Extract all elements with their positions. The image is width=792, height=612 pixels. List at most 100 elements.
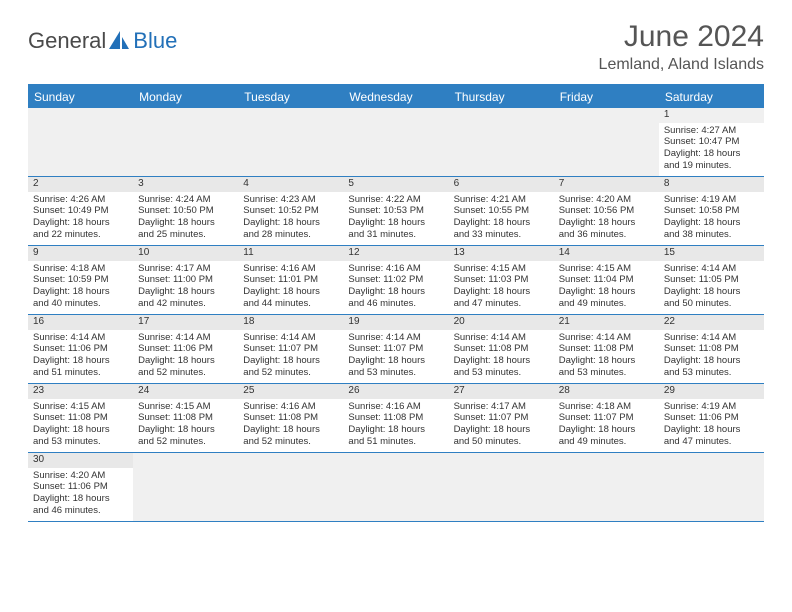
day-info-line: Sunrise: 4:14 AM bbox=[243, 332, 338, 344]
day-info-line: Daylight: 18 hours bbox=[138, 424, 233, 436]
day-cell: 6Sunrise: 4:21 AMSunset: 10:55 PMDayligh… bbox=[449, 177, 554, 245]
day-info-line: Sunrise: 4:14 AM bbox=[33, 332, 128, 344]
day-info-line: Sunset: 10:52 PM bbox=[243, 205, 338, 217]
day-number: 5 bbox=[343, 177, 448, 192]
day-number: 15 bbox=[659, 246, 764, 261]
day-info-line: Daylight: 18 hours bbox=[348, 286, 443, 298]
day-info-line: Sunset: 11:08 PM bbox=[664, 343, 759, 355]
day-info-line: and 53 minutes. bbox=[33, 436, 128, 448]
day-info-line: Sunset: 11:00 PM bbox=[138, 274, 233, 286]
day-cell: 12Sunrise: 4:16 AMSunset: 11:02 PMDaylig… bbox=[343, 246, 448, 314]
day-info-line: Sunset: 10:58 PM bbox=[664, 205, 759, 217]
day-info-line: Daylight: 18 hours bbox=[243, 217, 338, 229]
day-number: 22 bbox=[659, 315, 764, 330]
day-headers: Sunday Monday Tuesday Wednesday Thursday… bbox=[28, 86, 764, 108]
day-cell bbox=[28, 108, 133, 176]
day-number: 18 bbox=[238, 315, 343, 330]
day-header-thu: Thursday bbox=[449, 86, 554, 108]
week-row: 30Sunrise: 4:20 AMSunset: 11:06 PMDaylig… bbox=[28, 453, 764, 522]
day-number: 26 bbox=[343, 384, 448, 399]
day-header-tue: Tuesday bbox=[238, 86, 343, 108]
day-info-line: Daylight: 18 hours bbox=[33, 217, 128, 229]
day-info-line: Sunrise: 4:15 AM bbox=[138, 401, 233, 413]
day-info-line: Sunrise: 4:23 AM bbox=[243, 194, 338, 206]
day-cell: 4 Sunrise: 4:23 AMSunset: 10:52 PMDayligh… bbox=[238, 177, 343, 245]
day-info-line: and 44 minutes. bbox=[243, 298, 338, 310]
day-info-line: Sunset: 11:08 PM bbox=[138, 412, 233, 424]
day-info-line: Daylight: 18 hours bbox=[454, 217, 549, 229]
day-header-sat: Saturday bbox=[659, 86, 764, 108]
location: Lemland, Aland Islands bbox=[599, 56, 764, 74]
day-info-line: Daylight: 18 hours bbox=[138, 286, 233, 298]
day-info-line: and 36 minutes. bbox=[559, 229, 654, 241]
day-info-line: and 53 minutes. bbox=[454, 367, 549, 379]
day-info-line: Sunset: 11:04 PM bbox=[559, 274, 654, 286]
day-info-line: and 25 minutes. bbox=[138, 229, 233, 241]
day-info-line: Sunset: 11:08 PM bbox=[454, 343, 549, 355]
day-info-line: and 31 minutes. bbox=[348, 229, 443, 241]
week-row: 16Sunrise: 4:14 AMSunset: 11:06 PMDaylig… bbox=[28, 315, 764, 384]
day-info-line: Daylight: 18 hours bbox=[33, 355, 128, 367]
day-cell bbox=[238, 108, 343, 176]
day-info-line: Sunset: 11:08 PM bbox=[559, 343, 654, 355]
day-info-line: and 52 minutes. bbox=[138, 436, 233, 448]
day-number: 10 bbox=[133, 246, 238, 261]
day-info-line: Sunrise: 4:16 AM bbox=[348, 263, 443, 275]
day-info-line: Daylight: 18 hours bbox=[348, 217, 443, 229]
day-info-line: Daylight: 18 hours bbox=[454, 355, 549, 367]
day-info-line: Sunrise: 4:17 AM bbox=[138, 263, 233, 275]
day-info-line: Sunset: 11:03 PM bbox=[454, 274, 549, 286]
day-cell: 3Sunrise: 4:24 AMSunset: 10:50 PMDayligh… bbox=[133, 177, 238, 245]
day-info-line: Daylight: 18 hours bbox=[243, 286, 338, 298]
day-info-line: Sunset: 10:50 PM bbox=[138, 205, 233, 217]
day-cell: 30Sunrise: 4:20 AMSunset: 11:06 PMDaylig… bbox=[28, 453, 133, 521]
calendar: Sunday Monday Tuesday Wednesday Thursday… bbox=[28, 84, 764, 522]
day-info-line: and 33 minutes. bbox=[454, 229, 549, 241]
day-number: 24 bbox=[133, 384, 238, 399]
day-info-line: Sunset: 11:02 PM bbox=[348, 274, 443, 286]
day-number: 2 bbox=[28, 177, 133, 192]
day-number: 4 bbox=[238, 177, 343, 192]
day-info-line: Sunrise: 4:20 AM bbox=[33, 470, 128, 482]
day-info-line: Daylight: 18 hours bbox=[33, 286, 128, 298]
day-info-line: Daylight: 18 hours bbox=[559, 355, 654, 367]
day-number: 8 bbox=[659, 177, 764, 192]
day-info-line: Sunset: 11:06 PM bbox=[664, 412, 759, 424]
day-number: 30 bbox=[28, 453, 133, 468]
day-number: 28 bbox=[554, 384, 659, 399]
day-info-line: Sunset: 10:53 PM bbox=[348, 205, 443, 217]
day-info-line: Sunrise: 4:14 AM bbox=[348, 332, 443, 344]
header: General Blue June 2024 Lemland, Aland Is… bbox=[28, 20, 764, 74]
logo-text-2: Blue bbox=[133, 28, 177, 54]
day-cell: 22Sunrise: 4:14 AMSunset: 11:08 PMDaylig… bbox=[659, 315, 764, 383]
day-info-line: Sunrise: 4:19 AM bbox=[664, 194, 759, 206]
day-info-line: Daylight: 18 hours bbox=[243, 424, 338, 436]
day-cell: 16Sunrise: 4:14 AMSunset: 11:06 PMDaylig… bbox=[28, 315, 133, 383]
day-info-line: Sunrise: 4:27 AM bbox=[664, 125, 759, 137]
weeks-container: 1Sunrise: 4:27 AMSunset: 10:47 PMDayligh… bbox=[28, 108, 764, 522]
day-cell: 7Sunrise: 4:20 AMSunset: 10:56 PMDayligh… bbox=[554, 177, 659, 245]
day-cell bbox=[449, 453, 554, 521]
day-cell bbox=[133, 453, 238, 521]
day-number: 3 bbox=[133, 177, 238, 192]
day-header-sun: Sunday bbox=[28, 86, 133, 108]
day-number: 16 bbox=[28, 315, 133, 330]
day-info-line: and 42 minutes. bbox=[138, 298, 233, 310]
day-cell: 17Sunrise: 4:14 AMSunset: 11:06 PMDaylig… bbox=[133, 315, 238, 383]
day-info-line: and 49 minutes. bbox=[559, 436, 654, 448]
day-info-line: Sunrise: 4:16 AM bbox=[348, 401, 443, 413]
day-info-line: Daylight: 18 hours bbox=[243, 355, 338, 367]
day-info-line: Daylight: 18 hours bbox=[348, 424, 443, 436]
week-row: 2Sunrise: 4:26 AMSunset: 10:49 PMDayligh… bbox=[28, 177, 764, 246]
day-cell: 8Sunrise: 4:19 AMSunset: 10:58 PMDayligh… bbox=[659, 177, 764, 245]
day-cell: 10 Sunrise: 4:17 AMSunset: 11:00 PMDaylig… bbox=[133, 246, 238, 314]
day-info-line: Sunrise: 4:14 AM bbox=[138, 332, 233, 344]
day-info-line: and 47 minutes. bbox=[454, 298, 549, 310]
week-row: 9Sunrise: 4:18 AMSunset: 10:59 PMDayligh… bbox=[28, 246, 764, 315]
day-info-line: Sunset: 10:47 PM bbox=[664, 136, 759, 148]
day-info-line: Sunrise: 4:14 AM bbox=[664, 263, 759, 275]
day-cell: 13Sunrise: 4:15 AMSunset: 11:03 PMDaylig… bbox=[449, 246, 554, 314]
day-info-line: Sunrise: 4:16 AM bbox=[243, 263, 338, 275]
day-info-line: Daylight: 18 hours bbox=[454, 424, 549, 436]
day-info-line: and 51 minutes. bbox=[33, 367, 128, 379]
